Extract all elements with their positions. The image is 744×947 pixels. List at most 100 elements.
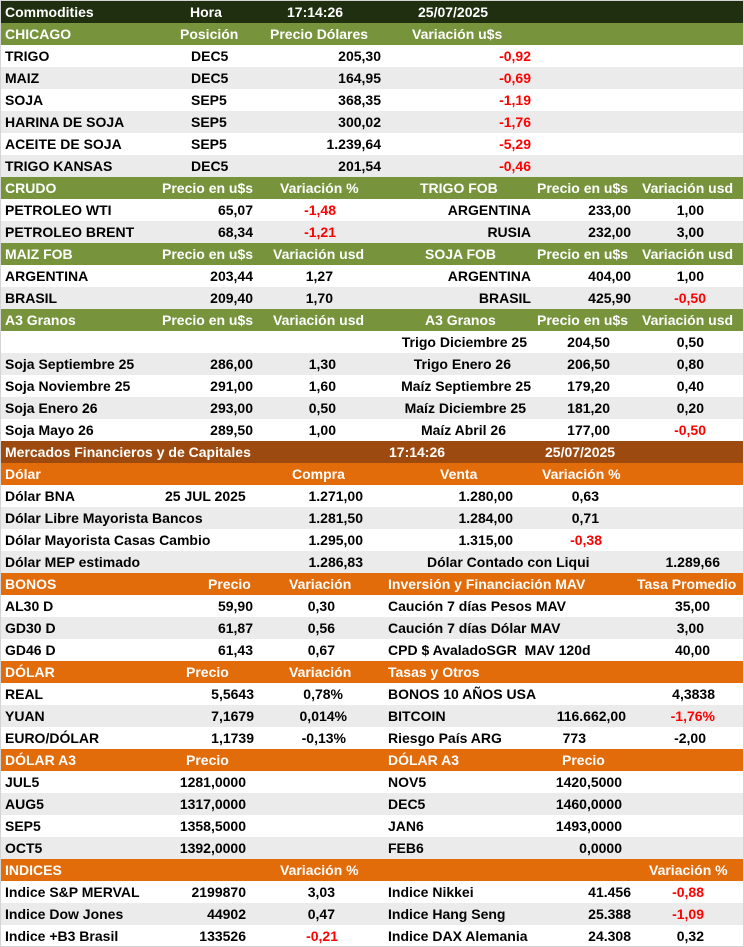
table-row: PETROLEO BRENT 68,34 -1,21 RUSIA 232,00 … xyxy=(0,221,744,243)
tasa-name: Riesgo País ARG xyxy=(388,730,502,746)
table-row: BRASIL 209,40 1,70 BRASIL 425,90 -0,50 xyxy=(0,287,744,309)
trigo-fob-variation: 1,00 xyxy=(676,202,704,218)
tasa-value: 116.662,00 xyxy=(556,708,626,724)
dolar-variation: 0,71 xyxy=(571,510,599,526)
dolar-fx-col-variation: Variación xyxy=(289,664,352,680)
soja-fob-name: ARGENTINA xyxy=(447,268,531,284)
a3-right-title: A3 Granos xyxy=(425,312,496,328)
dolar-sell: 1.280,00 xyxy=(458,488,514,504)
a3-left-name: Soja Noviembre 25 xyxy=(5,378,131,394)
a3-right-name: Maíz Diciembre 25 xyxy=(404,400,526,416)
a3-right-price: 177,00 xyxy=(567,422,610,438)
crudo-col-variation: Variación % xyxy=(280,180,359,196)
dolar-a3-left-title: DÓLAR A3 xyxy=(5,752,77,768)
mav-title: Inversión y Financiación MAV xyxy=(388,576,586,592)
a3-contract-price: 1420,5000 xyxy=(555,774,622,790)
index-value: 2199870 xyxy=(191,884,246,900)
chicago-title: CHICAGO xyxy=(5,26,72,42)
soja-fob-price: 404,00 xyxy=(588,268,631,284)
fx-name: EURO/DÓLAR xyxy=(5,730,100,746)
table-row: TRIGO KANSAS DEC5 201,54 -0,46 xyxy=(0,155,744,177)
commodity-name: SOJA xyxy=(5,92,44,108)
index-variation: 0,47 xyxy=(307,906,335,922)
table-row: Indice S&P MERVAL 2199870 3,03 Indice Ni… xyxy=(0,881,744,903)
index-name: Indice Nikkei xyxy=(388,884,474,900)
commodity-variation: -1,76 xyxy=(499,114,531,130)
tasas-title: Tasas y Otros xyxy=(388,664,480,680)
commodity-position: DEC5 xyxy=(191,70,229,86)
dolar-fx-col-price: Precio xyxy=(186,664,229,680)
indices-col-variation-left: Variación % xyxy=(280,862,359,878)
bono-name: GD46 D xyxy=(5,642,56,658)
table-row: Indice +B3 Brasil 133526 -0,21 Indice DA… xyxy=(0,925,744,947)
table-row: PETROLEO WTI 65,07 -1,48 ARGENTINA 233,0… xyxy=(0,199,744,221)
dolar-col-variation: Variación % xyxy=(542,466,621,482)
a3-right-col-price: Precio en u$s xyxy=(537,312,629,328)
dolar-variation: -0,38 xyxy=(570,532,602,548)
index-variation: -0,88 xyxy=(672,884,704,900)
trigo-fob-col-price: Precio en u$s xyxy=(537,180,629,196)
commodity-position: SEP5 xyxy=(191,136,227,152)
crudo-title: CRUDO xyxy=(5,180,57,196)
trigo-fob-price: 233,00 xyxy=(588,202,631,218)
a3-contract-name: JAN6 xyxy=(388,818,424,834)
crudo-price: 65,07 xyxy=(217,202,253,218)
a3-right-variation: 0,40 xyxy=(676,378,704,394)
table-row: SEP5 1358,5000 JAN6 1493,0000 xyxy=(0,815,744,837)
dolar-date: 25 JUL 2025 xyxy=(165,488,246,504)
a3-contract-price: 1392,0000 xyxy=(179,840,246,856)
maiz-fob-title: MAIZ FOB xyxy=(5,246,73,262)
a3-right-price: 204,50 xyxy=(567,334,610,350)
a3-right-variation: 0,50 xyxy=(676,334,704,350)
bono-name: AL30 D xyxy=(5,598,54,614)
soja-fob-title: SOJA FOB xyxy=(425,246,497,262)
index-name: Indice DAX Alemania xyxy=(388,928,528,944)
a3-left-col-variation: Variación usd xyxy=(273,312,365,328)
mav-col-rate: Tasa Promedio xyxy=(637,576,737,592)
maiz-fob-variation: 1,70 xyxy=(305,290,333,306)
tasa-name: BITCOIN xyxy=(388,708,446,724)
chicago-col-position: Posición xyxy=(180,26,239,42)
commodity-name: MAIZ xyxy=(5,70,40,86)
a3-left-price: 289,50 xyxy=(210,422,253,438)
a3-left-variation: 1,00 xyxy=(308,422,336,438)
soja-fob-variation: -0,50 xyxy=(674,290,706,306)
tasa-value xyxy=(540,683,626,705)
a3-left-title: A3 Granos xyxy=(5,312,76,328)
trigo-fob-name: ARGENTINA xyxy=(447,202,531,218)
chicago-col-price: Precio Dólares xyxy=(270,26,369,42)
commodity-variation: -0,46 xyxy=(499,158,531,174)
table-row: HARINA DE SOJA SEP5 300,02 -1,76 xyxy=(0,111,744,133)
indices-col-variation-right: Variación % xyxy=(649,862,728,878)
mav-name: Caución 7 días Dólar MAV xyxy=(388,620,561,636)
a3-contract-name: AUG5 xyxy=(5,796,44,812)
dolar-a3-header: DÓLAR A3 Precio DÓLAR A3 Precio xyxy=(0,749,744,771)
commodity-name: TRIGO xyxy=(5,48,50,64)
soja-fob-col-variation: Variación usd xyxy=(642,246,734,262)
bono-price: 61,87 xyxy=(217,620,253,636)
mav-rate: 3,00 xyxy=(676,620,704,636)
mav-name: Caución 7 días Pesos MAV xyxy=(388,598,566,614)
a3-left-price: 286,00 xyxy=(210,356,253,372)
soja-fob-name: BRASIL xyxy=(478,290,531,306)
table-row: Soja Enero 26 293,00 0,50 Maíz Diciembre… xyxy=(0,397,744,419)
a3-left-name: Soja Mayo 26 xyxy=(5,422,94,438)
bonos-title: BONOS xyxy=(5,576,57,592)
table-row: EURO/DÓLAR 1,1739 -0,13% Riesgo País ARG… xyxy=(0,727,744,749)
fx-price: 1,1739 xyxy=(211,730,254,746)
index-variation: -0,21 xyxy=(306,928,338,944)
mav-rate: 35,00 xyxy=(674,598,710,614)
mav-name: CPD $ AvaladoSGR MAV 120d xyxy=(388,642,591,658)
dolar-a3-right-title: DÓLAR A3 xyxy=(388,752,460,768)
a3-right-name: Trigo Enero 26 xyxy=(413,356,511,372)
a3-left-variation: 0,50 xyxy=(308,400,336,416)
index-value: 24.308 xyxy=(588,928,631,944)
dolar-col-buy: Compra xyxy=(292,466,345,482)
commodity-name: ACEITE DE SOJA xyxy=(5,136,122,152)
table-row: Dólar Libre Mayorista Bancos 1.281,50 1.… xyxy=(0,507,744,529)
table-row: Soja Noviembre 25 291,00 1,60 Maíz Septi… xyxy=(0,375,744,397)
commodity-price: 205,30 xyxy=(338,48,381,64)
fx-variation: 0,014% xyxy=(299,708,347,724)
maiz-fob-price: 203,44 xyxy=(210,268,253,284)
trigo-fob-col-variation: Variación usd xyxy=(642,180,734,196)
